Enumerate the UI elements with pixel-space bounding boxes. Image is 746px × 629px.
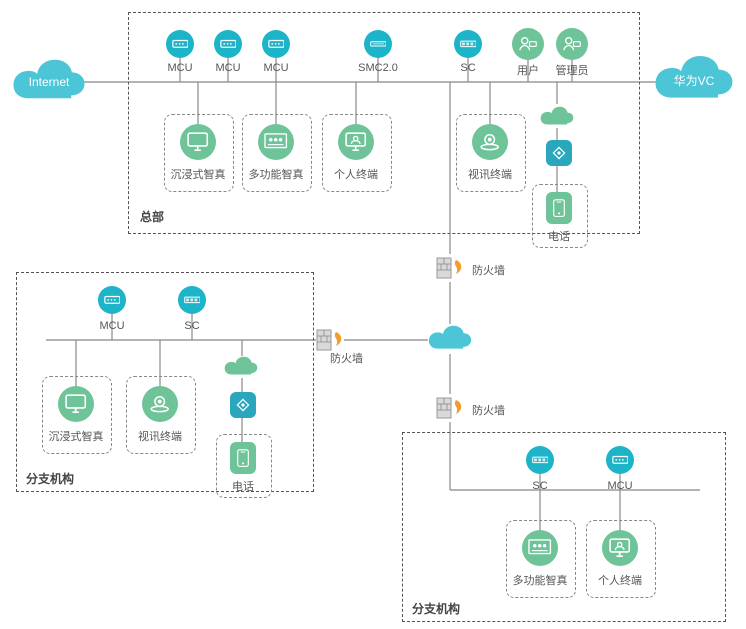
b2-term-multifunc <box>522 530 558 566</box>
b1-sc-label: SC <box>152 320 232 332</box>
firewall-top <box>436 254 464 282</box>
hq-admin-label: 管理员 <box>532 62 612 78</box>
hq-sc <box>454 30 482 58</box>
hq-phone-label: 电话 <box>532 228 586 244</box>
hq-mcu1 <box>166 30 194 58</box>
firewall-left-label: 防火墙 <box>330 350 363 366</box>
hq-admin <box>556 28 588 60</box>
b1-mcu-label: MCU <box>72 320 152 332</box>
b2-sc-label: SC <box>500 480 580 492</box>
b1-mcu <box>98 286 126 314</box>
hq-term-multifunc <box>258 124 294 160</box>
hq-mcu3-label: MCU <box>236 62 316 74</box>
hq-phone <box>546 192 572 224</box>
b2-term-personal <box>602 530 638 566</box>
hq-user <box>512 28 544 60</box>
firewall-top-label: 防火墙 <box>472 262 505 278</box>
hq-pstn-cloud <box>540 106 574 128</box>
hq-smc-label: SMC2.0 <box>338 62 418 74</box>
firewall-bottom-label: 防火墙 <box>472 402 505 418</box>
hq-term-immersive <box>180 124 216 160</box>
b1-term-video <box>142 386 178 422</box>
b1-term-video-label: 视讯终端 <box>120 428 200 444</box>
hq-mcu2 <box>214 30 242 58</box>
b2-sc <box>526 446 554 474</box>
b1-term-immersive <box>58 386 94 422</box>
box-branch1-label: 分支机构 <box>26 470 74 487</box>
cloud-intranet <box>428 324 472 354</box>
b1-phone <box>230 442 256 474</box>
hq-term-multifunc-label: 多功能智真 <box>236 166 316 182</box>
hq-term-personal-label: 个人终端 <box>316 166 396 182</box>
hq-term-immersive-label: 沉浸式智真 <box>158 166 238 182</box>
hq-smc <box>364 30 392 58</box>
hq-term-video-label: 视讯终端 <box>450 166 530 182</box>
b1-sc <box>178 286 206 314</box>
b2-mcu <box>606 446 634 474</box>
box-branch2-label: 分支机构 <box>412 600 460 617</box>
firewall-bottom <box>436 394 464 422</box>
b1-term-immersive-label: 沉浸式智真 <box>36 428 116 444</box>
diagram-stage: 总部 分支机构 分支机构 Internet 华为VC 防火墙 防火墙 防火墙 M… <box>0 0 746 629</box>
b2-mcu-label: MCU <box>580 480 660 492</box>
hq-term-video <box>472 124 508 160</box>
cloud-internet: Internet <box>12 58 86 106</box>
b1-pstn-cloud <box>224 356 258 378</box>
b1-phone-label: 电话 <box>216 478 270 494</box>
hq-gateway <box>546 140 572 166</box>
b2-term-personal-label: 个人终端 <box>580 572 660 588</box>
b1-gateway <box>230 392 256 418</box>
cloud-huawei-vc: 华为VC <box>654 52 734 108</box>
box-hq-label: 总部 <box>140 208 164 225</box>
hq-term-personal <box>338 124 374 160</box>
b2-term-multifunc-label: 多功能智真 <box>500 572 580 588</box>
hq-mcu3 <box>262 30 290 58</box>
